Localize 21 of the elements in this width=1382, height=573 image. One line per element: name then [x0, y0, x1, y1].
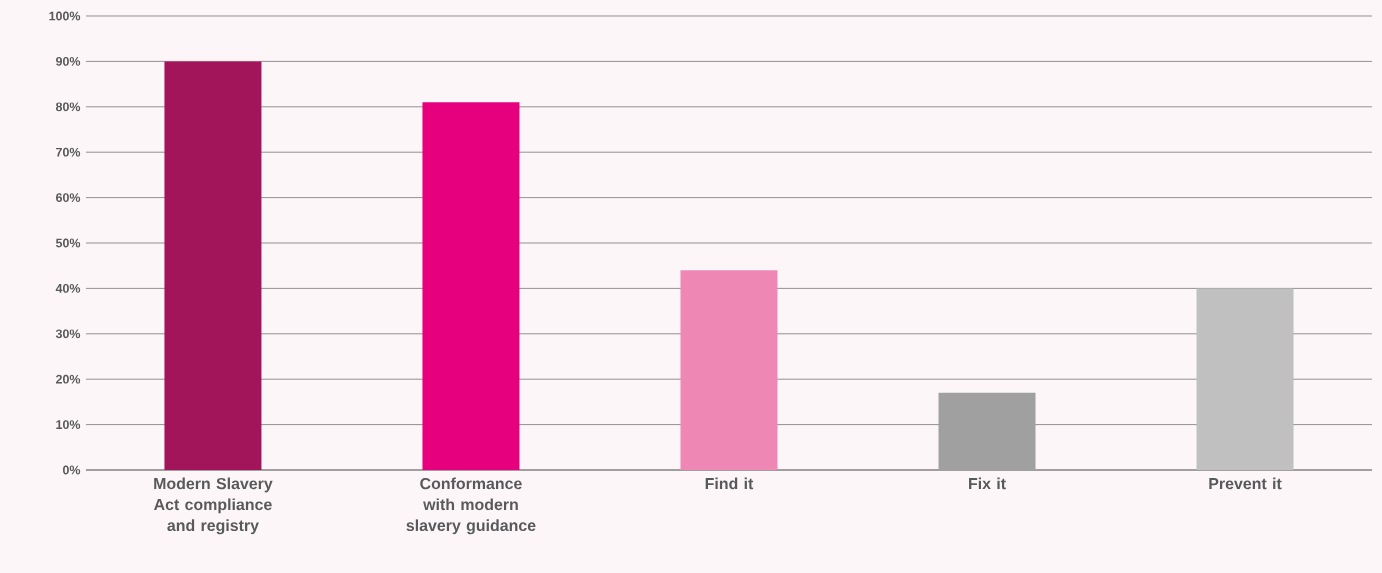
y-tick-label: 30% — [55, 329, 81, 339]
bar — [164, 61, 262, 470]
bar — [680, 270, 778, 470]
x-tick-label: Modern Slavery Act compliance and registry — [153, 477, 273, 535]
y-tick-label: 0% — [62, 465, 81, 475]
x-tick-label: Conformance with modern slavery guidance — [406, 477, 536, 535]
y-tick-label: 60% — [56, 193, 81, 203]
y-tick-label: 40% — [55, 284, 81, 293]
bar — [938, 392, 1036, 470]
y-tick-label: 20% — [55, 374, 81, 384]
y-tick-label: 80% — [55, 102, 81, 112]
bar — [422, 102, 520, 470]
y-tick-label: 10% — [56, 420, 81, 430]
x-tick-label: Find it — [705, 477, 754, 490]
y-tick-label: 50% — [55, 238, 81, 248]
y-tick-label: 90% — [55, 57, 81, 66]
x-tick-label: Fix it — [969, 477, 1006, 490]
y-tick-label: 100% — [49, 11, 81, 21]
x-tick-label: Prevent it — [1209, 477, 1282, 490]
bar — [1196, 288, 1294, 470]
y-tick-label: 70% — [56, 147, 81, 157]
